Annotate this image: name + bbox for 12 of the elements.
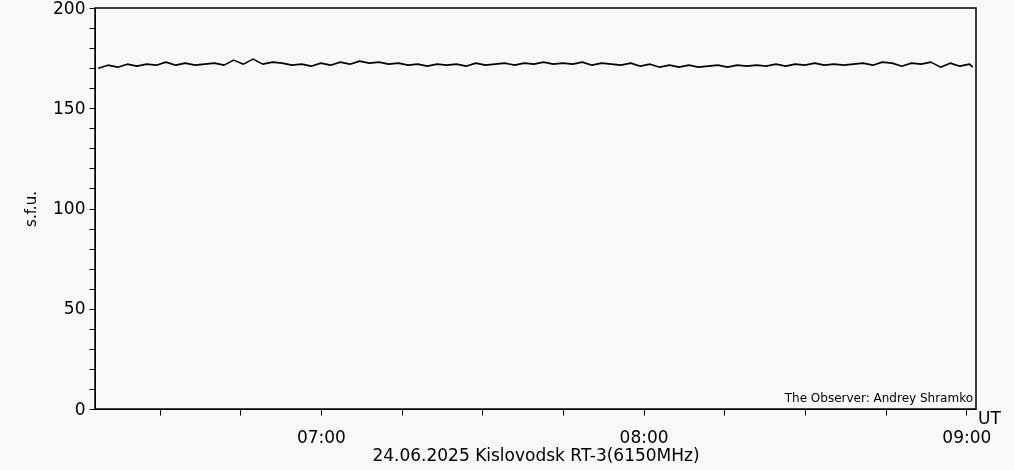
y-tick-label: 200 — [53, 0, 86, 18]
text: UT — [978, 408, 1002, 428]
y-tick-label: 50 — [63, 298, 86, 319]
annotation: The Observer: Andrey Shramko — [783, 391, 973, 405]
x-axis-title: 24.06.2025 Kislovodsk RT-3(6150MHz) — [372, 444, 700, 465]
y-tick-label: 150 — [53, 97, 86, 118]
x-tick-label: 07:00 — [296, 426, 346, 447]
y-tick-label: 0 — [74, 398, 86, 419]
x-tick-label: 09:00 — [942, 426, 992, 447]
x-tick-label: 08:00 — [619, 426, 669, 447]
y-axis-title: s.f.u. — [22, 191, 41, 227]
y-tick-label: 100 — [53, 198, 86, 218]
